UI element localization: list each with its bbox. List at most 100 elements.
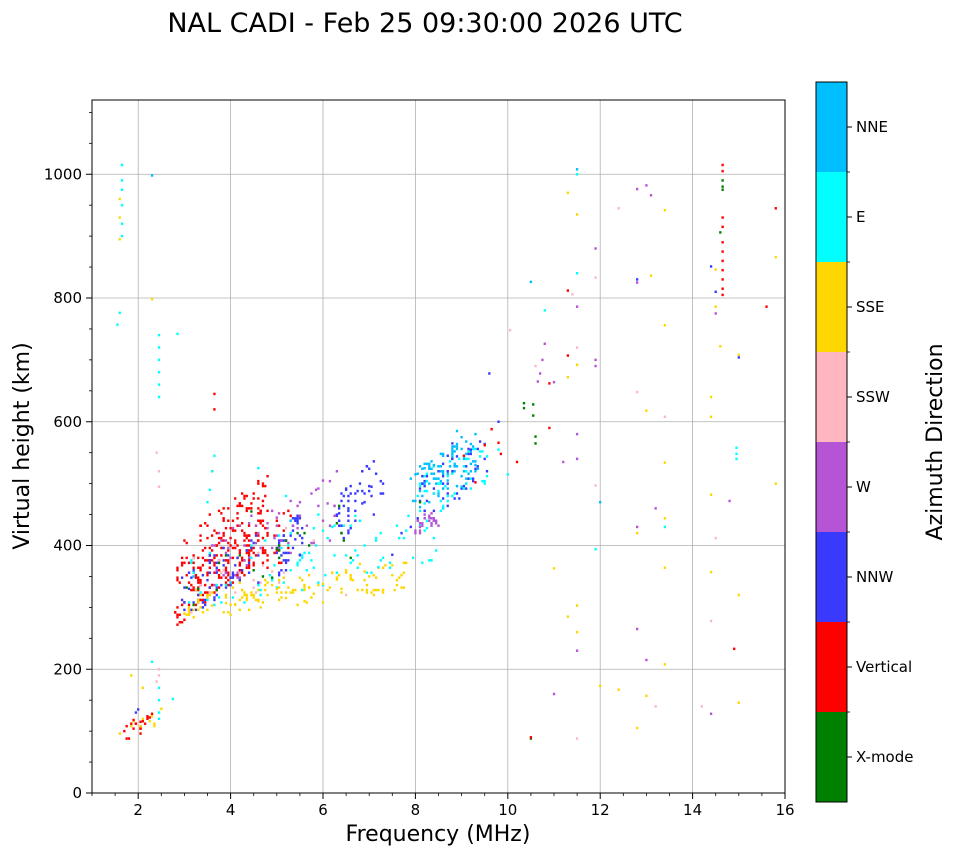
echo-nne	[599, 500, 602, 504]
echo-e	[395, 524, 399, 527]
echo-nne	[455, 429, 459, 433]
echo-x-mode	[522, 406, 526, 410]
echo-e	[257, 466, 260, 470]
echo-vertical	[199, 598, 202, 602]
echo-nne	[435, 482, 438, 485]
x-tick-label: 2	[133, 801, 143, 819]
echo-w	[575, 457, 579, 461]
echo-e	[344, 554, 348, 557]
echo-w	[575, 432, 579, 436]
echo-sse	[374, 576, 378, 579]
echo-x-mode	[534, 442, 537, 445]
echo-sse	[187, 608, 191, 612]
echo-nne	[455, 445, 459, 448]
echo-nne	[411, 499, 415, 503]
echo-sse	[252, 593, 255, 597]
echo-nnw	[474, 467, 477, 471]
echo-w	[247, 521, 251, 525]
echo-w	[271, 509, 274, 513]
echo-sse	[296, 603, 299, 607]
echo-sse	[575, 363, 579, 367]
echo-vertical	[247, 539, 251, 542]
echo-e	[118, 311, 121, 315]
echo-vertical	[252, 564, 255, 567]
echo-w	[714, 312, 717, 315]
echo-vertical	[275, 519, 278, 522]
echo-e	[243, 601, 246, 604]
echo-nne	[469, 470, 472, 473]
echo-w	[310, 541, 313, 545]
echo-e	[478, 455, 482, 458]
echo-nnw	[247, 561, 251, 565]
echo-sse	[284, 596, 288, 600]
echo-nnw	[472, 479, 475, 483]
echo-x-mode	[250, 510, 253, 513]
echo-e	[481, 450, 484, 453]
echo-e	[296, 564, 299, 567]
echo-vertical	[220, 512, 223, 515]
echo-nnw	[451, 457, 454, 461]
echo-vertical	[261, 499, 265, 503]
echo-vertical	[238, 504, 241, 508]
echo-sse	[368, 575, 371, 578]
echo-vertical	[282, 529, 285, 532]
echo-sse	[280, 596, 283, 599]
echo-sse	[663, 566, 667, 570]
echo-e	[250, 556, 253, 560]
echo-vertical	[192, 586, 195, 589]
echo-sse	[636, 726, 639, 730]
echo-ssw	[257, 551, 260, 555]
echo-nnw	[446, 470, 449, 473]
echo-sse	[139, 724, 142, 728]
echo-e	[259, 593, 262, 597]
echo-sse	[645, 409, 648, 412]
echo-w	[328, 479, 332, 483]
echo-nnw	[229, 576, 232, 579]
echo-sse	[709, 570, 713, 574]
echo-sse	[381, 566, 385, 570]
echo-vertical	[241, 559, 244, 562]
echo-nnw	[213, 596, 216, 599]
echo-sse	[264, 578, 267, 582]
echo-w	[247, 556, 251, 560]
echo-vertical	[238, 564, 241, 567]
y-tick-label: 0	[72, 784, 82, 802]
echo-vertical	[213, 529, 216, 532]
echo-e	[446, 494, 449, 498]
echo-w	[538, 372, 542, 375]
echo-vertical	[721, 163, 724, 167]
echo-vertical	[176, 569, 179, 572]
echo-nnw	[714, 290, 717, 294]
echo-nnw	[187, 587, 191, 591]
echo-sse	[303, 599, 306, 603]
echo-w	[296, 504, 299, 508]
echo-e	[317, 581, 320, 584]
echo-w	[418, 521, 422, 525]
echo-vertical	[282, 512, 285, 515]
echo-sse	[391, 564, 394, 567]
echo-sse	[187, 613, 191, 617]
echo-w	[541, 358, 544, 362]
echo-e	[192, 571, 195, 574]
echo-nnw	[451, 442, 454, 445]
echo-vertical	[238, 551, 241, 555]
echo-e	[220, 601, 223, 604]
echo-vertical	[287, 546, 290, 550]
echo-sse	[192, 616, 195, 619]
echo-vertical	[194, 576, 198, 579]
echo-w	[254, 524, 258, 527]
echo-nnw	[432, 487, 436, 490]
echo-sse	[737, 701, 740, 704]
echo-sse	[250, 593, 253, 597]
echo-vertical	[234, 539, 237, 542]
echo-vertical	[733, 647, 736, 651]
echo-nnw	[361, 489, 364, 493]
echo-e	[425, 489, 429, 493]
echo-nne	[428, 467, 431, 471]
echo-nnw	[213, 554, 216, 557]
echo-w	[435, 519, 438, 522]
echo-sse	[183, 612, 186, 615]
echo-vertical	[229, 544, 232, 547]
echo-vertical	[132, 727, 135, 730]
echo-nnw	[446, 492, 449, 495]
